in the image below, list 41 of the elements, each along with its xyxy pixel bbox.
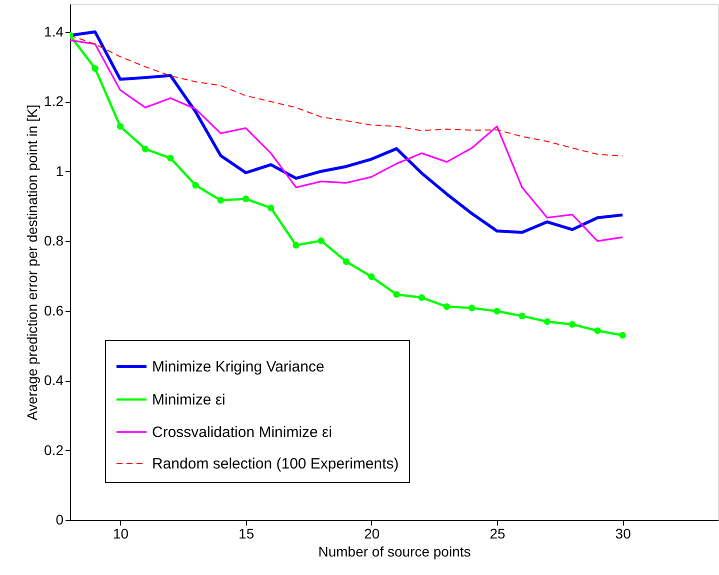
point bbox=[368, 273, 375, 280]
legend-label: Minimize Kriging Variance bbox=[152, 358, 324, 376]
point bbox=[116, 123, 124, 130]
point bbox=[142, 146, 149, 152]
x-tick-label: 15 bbox=[238, 526, 254, 542]
y-tick-label: 1 bbox=[56, 162, 64, 179]
point bbox=[92, 65, 98, 72]
point bbox=[292, 242, 300, 249]
point bbox=[594, 327, 601, 334]
point bbox=[619, 332, 626, 339]
y-tick-label: 0.6 bbox=[44, 302, 64, 318]
y-tick-label: 0 bbox=[56, 512, 64, 528]
point bbox=[342, 258, 350, 265]
x-axis-title: Number of source points bbox=[318, 544, 471, 560]
point bbox=[393, 291, 400, 298]
point bbox=[544, 318, 551, 325]
point bbox=[167, 154, 174, 162]
legend-label: Random selection (100 Experiments) bbox=[152, 456, 399, 472]
y-tick-label: 0.8 bbox=[44, 232, 64, 249]
point bbox=[568, 321, 576, 328]
legend-label: Crossvalidation Minimize εi bbox=[152, 424, 332, 441]
point bbox=[318, 237, 325, 244]
point bbox=[443, 303, 450, 310]
point bbox=[494, 308, 500, 315]
y-tick-label: 0.4 bbox=[44, 372, 64, 388]
point bbox=[192, 182, 199, 189]
point bbox=[268, 204, 274, 212]
x-tick-label: 20 bbox=[364, 526, 380, 542]
point bbox=[217, 196, 224, 204]
x-tick-label: 25 bbox=[490, 526, 506, 542]
point bbox=[468, 304, 476, 312]
y-tick-label: 0.2 bbox=[44, 442, 64, 458]
point bbox=[418, 294, 425, 301]
point bbox=[518, 312, 526, 320]
legend-label: Minimize εi bbox=[152, 392, 226, 408]
y-axis-title: Average prediction error per destination point in [K] bbox=[24, 104, 40, 420]
x-tick-label: 30 bbox=[615, 526, 632, 542]
y-tick-label: 1.4 bbox=[44, 23, 64, 40]
x-tick-label: 10 bbox=[112, 526, 129, 542]
y-tick-label: 1.2 bbox=[44, 93, 64, 110]
point bbox=[242, 196, 250, 202]
